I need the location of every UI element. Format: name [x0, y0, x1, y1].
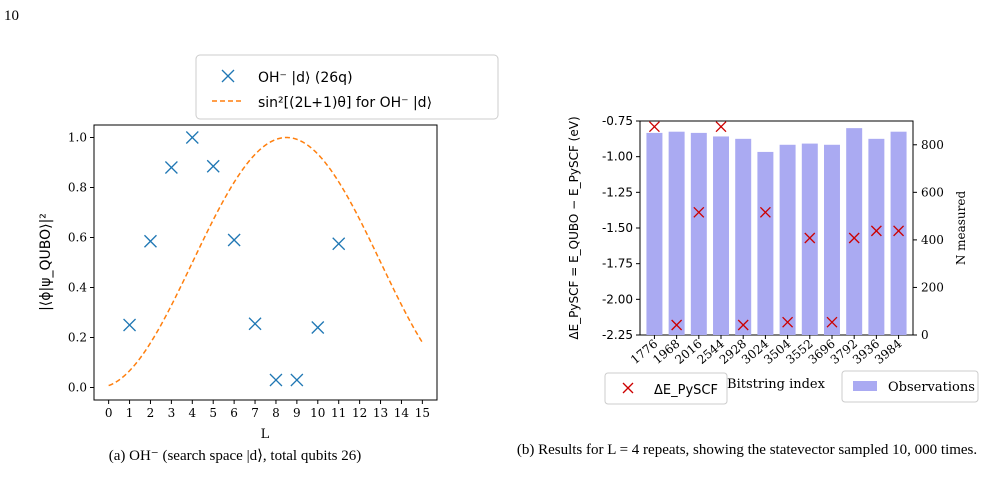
- legend-marker-delta-e: [622, 382, 634, 394]
- data-point-2: [144, 234, 157, 248]
- left-y-tick-label--1.50: -1.50: [602, 221, 633, 235]
- delta-e-point-2544: [715, 121, 727, 133]
- data-point-3: [164, 161, 178, 174]
- x-tick-label-3: 3: [168, 406, 176, 420]
- delta-e-point-1968: [671, 319, 683, 331]
- right-y-tick-label-800: 800: [921, 138, 944, 152]
- page-number: 10: [4, 8, 19, 24]
- x-tick-label-6: 6: [230, 406, 238, 420]
- delta-e-point-3792: [848, 232, 860, 244]
- bar-3936: [868, 138, 885, 335]
- delta-e-point-3936: [870, 225, 882, 237]
- x-tick-label-15: 15: [415, 406, 430, 420]
- right-y-tick-label-200: 200: [921, 280, 944, 294]
- legend-b-marker: ΔE_PySCF: [604, 372, 728, 405]
- y-tick-label-0.4: 0.4: [68, 281, 87, 295]
- data-point-5: [206, 159, 220, 173]
- legend-b-bars: Observations: [841, 370, 979, 403]
- left-y-tick-label--2.00: -2.00: [602, 292, 633, 306]
- x-tick-label-10: 10: [310, 406, 325, 420]
- plot-area-a: [93, 124, 438, 401]
- legend-label-observations: Observations: [888, 380, 975, 395]
- bar-3792: [846, 128, 863, 335]
- legend-a: OH⁻ |d⟩ (26q) sin²[(2L+1)θ] for OH⁻ |d⟩: [195, 54, 499, 120]
- delta-e-point-3504: [782, 316, 794, 328]
- bar-2544: [713, 136, 730, 335]
- delta-e-point-3024: [759, 206, 771, 218]
- data-point-8: [269, 373, 283, 387]
- bar-1968: [668, 131, 685, 335]
- right-y-tick-label-600: 600: [921, 185, 944, 199]
- x-tick-label-12: 12: [352, 406, 367, 420]
- delta-e-point-3984: [893, 225, 905, 237]
- x-tick-label-0: 0: [105, 406, 113, 420]
- x-tick-label-14: 14: [394, 406, 410, 420]
- bar-3024: [757, 151, 774, 335]
- x-axis-label-a: L: [261, 427, 270, 442]
- data-point-9: [290, 373, 304, 387]
- bar-2928: [735, 138, 752, 335]
- chart-b: 1776196820162544292830243504355236963792…: [567, 114, 979, 405]
- data-point-7: [248, 317, 262, 331]
- left-y-tick-label--1.25: -1.25: [602, 185, 633, 199]
- bar-1776: [646, 132, 663, 335]
- left-y-axis-label-b: ΔE_PySCF = E_QUBO − E_PySCF (eV): [567, 116, 581, 339]
- x-tick-label-4: 4: [188, 406, 196, 420]
- delta-e-point-3552: [804, 232, 816, 244]
- y-tick-label-0.8: 0.8: [68, 181, 87, 195]
- bar-3504: [779, 144, 796, 335]
- legend-marker-series-0: [221, 69, 235, 83]
- y-tick-label-1.0: 1.0: [68, 131, 87, 145]
- left-y-tick-label--1.75: -1.75: [602, 257, 633, 271]
- data-point-1: [123, 318, 137, 332]
- left-y-tick-label--2.25: -2.25: [602, 328, 633, 342]
- y-tick-label-0.2: 0.2: [68, 331, 87, 345]
- x-tick-label-9: 9: [293, 406, 301, 420]
- legend-label-series-0: OH⁻ |d⟩ (26q): [258, 70, 353, 86]
- delta-e-point-1776: [648, 121, 660, 133]
- bar-3696: [823, 144, 840, 335]
- delta-e-point-2016: [693, 206, 705, 218]
- x-tick-label-11: 11: [331, 406, 346, 420]
- bar-2016: [690, 132, 707, 335]
- caption-b: (b) Results for L = 4 repeats, showing t…: [516, 442, 978, 458]
- data-point-10: [311, 321, 325, 334]
- x-tick-label-1: 1: [126, 406, 134, 420]
- legend-label-delta-e: ΔE_PySCF: [654, 383, 718, 398]
- delta-e-point-3696: [826, 316, 838, 328]
- caption-a: (a) OH⁻ (search space |d⟩, total qubits …: [108, 448, 362, 464]
- y-axis-label-a: |⟨ϕ|ψ_QUBO⟩|²: [38, 213, 54, 311]
- left-y-tick-label--1.00: -1.00: [602, 150, 633, 164]
- bar-3552: [801, 143, 818, 335]
- x-tick-label-7: 7: [251, 406, 259, 420]
- x-axis-label-b: Bitstring index: [727, 377, 826, 392]
- x-tick-label-8: 8: [272, 406, 280, 420]
- x-tick-label-b-3984: 3984: [872, 336, 905, 367]
- x-tick-label-5: 5: [209, 406, 217, 420]
- y-tick-label-0.6: 0.6: [68, 231, 87, 245]
- y-tick-label-0.0: 0.0: [68, 381, 87, 395]
- data-point-4: [185, 131, 199, 144]
- chart-a: OH⁻ |d⟩ (26q) sin²[(2L+1)θ] for OH⁻ |d⟩ …: [38, 54, 499, 442]
- right-y-tick-label-400: 400: [921, 233, 944, 247]
- bar-3984: [890, 131, 907, 335]
- data-point-11: [332, 237, 346, 251]
- x-tick-label-2: 2: [147, 406, 155, 420]
- x-tick-label-13: 13: [373, 406, 388, 420]
- legend-label-series-1: sin²[(2L+1)θ] for OH⁻ |d⟩: [258, 95, 432, 111]
- delta-e-point-2928: [737, 319, 749, 331]
- theory-curve: [108, 136, 423, 387]
- right-y-axis-label-b: N measured: [954, 191, 968, 266]
- right-y-tick-label-0: 0: [921, 328, 929, 342]
- left-y-tick-label--0.75: -0.75: [602, 114, 633, 128]
- data-point-6: [227, 233, 241, 247]
